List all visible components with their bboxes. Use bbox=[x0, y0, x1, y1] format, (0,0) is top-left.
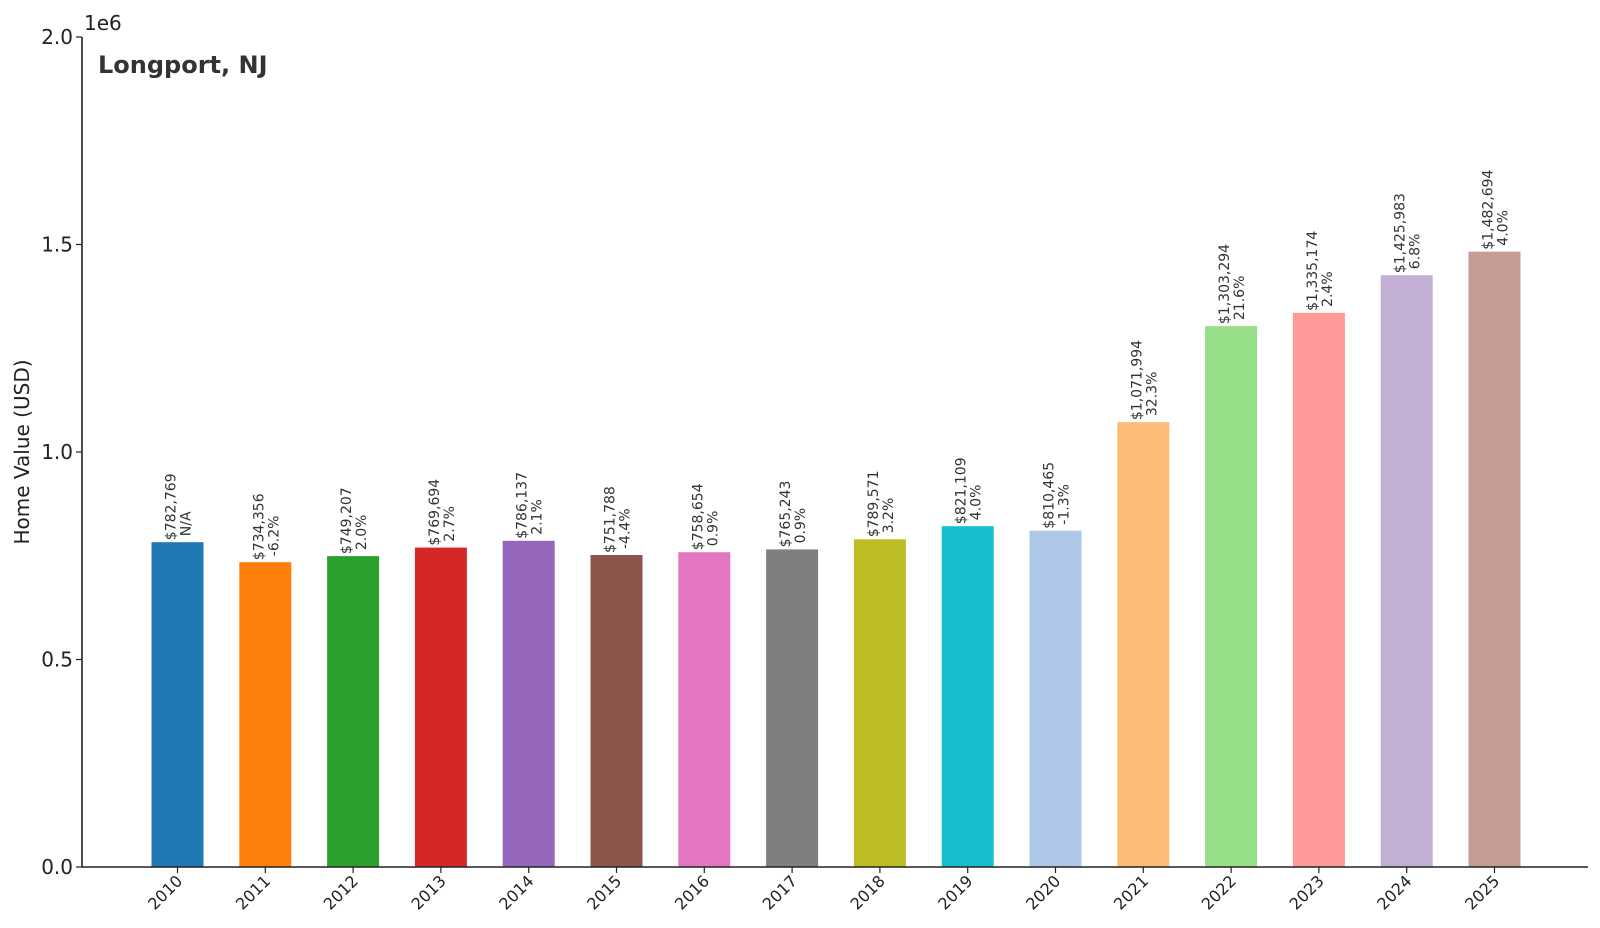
y-tick-label-1.0: 1.0 bbox=[41, 440, 73, 464]
bar-value-label-2013: $769,6942.7% bbox=[427, 479, 458, 546]
x-tick-label-2016: 2016 bbox=[671, 871, 713, 913]
x-tick-label-2025: 2025 bbox=[1461, 871, 1503, 913]
x-tick-label-2014: 2014 bbox=[495, 871, 537, 913]
bar-labels-layer: $782,769N/A $734,356-6.2% $749,2072.0% $769… bbox=[164, 169, 1512, 560]
bar-2019 bbox=[941, 526, 994, 867]
y-tick-label-0.5: 0.5 bbox=[41, 648, 73, 672]
bar-change-text-2010: N/A bbox=[179, 511, 195, 536]
bar-value-text-2024: $1,425,983 bbox=[1393, 193, 1409, 273]
y-tick-label-0.0: 0.0 bbox=[41, 855, 73, 879]
y-axis-offset-label: 1e6 bbox=[84, 11, 122, 35]
bar-2025 bbox=[1468, 251, 1521, 867]
bar-change-text-2018: 3.2% bbox=[881, 498, 897, 534]
x-tick-label-2024: 2024 bbox=[1373, 871, 1415, 913]
bar-change-text-2023: 2.4% bbox=[1320, 271, 1336, 307]
bar-change-text-2019: 4.0% bbox=[969, 485, 985, 521]
bar-value-text-2022: $1,303,294 bbox=[1217, 244, 1233, 324]
y-tick-label-2.0: 2.0 bbox=[41, 25, 73, 49]
x-tick-label-2011: 2011 bbox=[232, 871, 274, 913]
bar-value-label-2024: $1,425,9836.8% bbox=[1393, 193, 1424, 273]
bar-2012 bbox=[327, 556, 380, 867]
bar-value-label-2010: $782,769N/A bbox=[164, 473, 195, 540]
bar-value-label-2018: $789,5713.2% bbox=[866, 470, 897, 537]
bar-value-label-2025: $1,482,6944.0% bbox=[1481, 169, 1512, 249]
bar-value-text-2017: $765,243 bbox=[778, 481, 794, 548]
bar-2016 bbox=[678, 552, 731, 867]
bar-change-text-2024: 6.8% bbox=[1408, 234, 1424, 270]
bar-change-text-2022: 21.6% bbox=[1232, 276, 1248, 320]
x-tick-label-2021: 2021 bbox=[1110, 871, 1152, 913]
bar-value-label-2017: $765,2430.9% bbox=[778, 481, 809, 548]
bar-2020 bbox=[1029, 530, 1082, 867]
bar-2014 bbox=[502, 540, 555, 867]
bar-change-text-2015: -4.4% bbox=[618, 508, 634, 549]
bar-2021 bbox=[1117, 422, 1170, 867]
bar-value-text-2018: $789,571 bbox=[866, 470, 882, 537]
bar-2015 bbox=[590, 555, 643, 867]
bar-value-label-2023: $1,335,1742.4% bbox=[1305, 231, 1336, 311]
y-axis-title: Home Value (USD) bbox=[10, 359, 34, 544]
x-tick-label-2020: 2020 bbox=[1022, 871, 1064, 913]
bar-2022 bbox=[1205, 326, 1258, 868]
bar-value-label-2014: $786,1372.1% bbox=[515, 472, 546, 539]
bar-value-text-2015: $751,788 bbox=[603, 486, 619, 553]
y-tick-label-1.5: 1.5 bbox=[41, 233, 73, 257]
bar-change-text-2025: 4.0% bbox=[1496, 210, 1512, 246]
chart-title: Longport, NJ bbox=[98, 51, 268, 79]
bar-value-label-2011: $734,356-6.2% bbox=[251, 493, 282, 560]
bar-change-text-2017: 0.9% bbox=[793, 508, 809, 544]
bar-change-text-2014: 2.1% bbox=[530, 499, 546, 535]
bar-change-text-2021: 32.3% bbox=[1144, 372, 1160, 416]
bar-value-text-2013: $769,694 bbox=[427, 479, 443, 546]
bar-value-label-2020: $810,465-1.3% bbox=[1042, 462, 1073, 529]
bar-value-text-2011: $734,356 bbox=[251, 493, 267, 560]
x-tick-label-2013: 2013 bbox=[408, 871, 450, 913]
bar-change-text-2020: -1.3% bbox=[1057, 484, 1073, 525]
bar-value-text-2016: $758,654 bbox=[690, 483, 706, 550]
x-tick-label-2022: 2022 bbox=[1198, 871, 1240, 913]
bar-value-text-2010: $782,769 bbox=[164, 473, 180, 540]
bar-2023 bbox=[1292, 312, 1345, 867]
bar-change-text-2011: -6.2% bbox=[266, 516, 282, 557]
bar-value-label-2016: $758,6540.9% bbox=[690, 483, 721, 550]
bar-2010 bbox=[151, 542, 204, 867]
bar-2018 bbox=[853, 539, 906, 867]
bar-value-label-2022: $1,303,29421.6% bbox=[1217, 244, 1248, 324]
bar-value-label-2012: $749,2072.0% bbox=[339, 487, 370, 554]
x-tick-label-2012: 2012 bbox=[320, 871, 362, 913]
bar-value-text-2023: $1,335,174 bbox=[1305, 231, 1321, 311]
x-tick-label-2018: 2018 bbox=[847, 871, 889, 913]
x-ticks-layer: 2010 2011 2012 2013 2014 2015 2016 2017 2018 2019… bbox=[144, 867, 1503, 914]
x-tick-label-2023: 2023 bbox=[1286, 871, 1328, 913]
bar-value-text-2019: $821,109 bbox=[954, 457, 970, 524]
x-tick-label-2019: 2019 bbox=[934, 871, 976, 913]
bar-value-label-2021: $1,071,99432.3% bbox=[1129, 340, 1160, 420]
x-tick-label-2017: 2017 bbox=[759, 871, 801, 913]
bar-value-label-2015: $751,788-4.4% bbox=[603, 486, 634, 553]
x-tick-label-2010: 2010 bbox=[144, 871, 186, 913]
bar-value-text-2021: $1,071,994 bbox=[1129, 340, 1145, 420]
bar-2013 bbox=[414, 547, 467, 867]
bar-value-text-2020: $810,465 bbox=[1042, 462, 1058, 529]
bar-2011 bbox=[239, 562, 292, 867]
bar-change-text-2012: 2.0% bbox=[354, 515, 370, 551]
bar-value-text-2012: $749,207 bbox=[339, 487, 355, 554]
bar-change-text-2016: 0.9% bbox=[705, 511, 721, 547]
x-tick-label-2015: 2015 bbox=[583, 871, 625, 913]
y-ticks-layer: 0.0 0.5 1.0 1.5 2.0 bbox=[41, 25, 82, 879]
bar-change-text-2013: 2.7% bbox=[442, 506, 458, 542]
bar-2024 bbox=[1380, 275, 1433, 867]
bar-value-label-2019: $821,1094.0% bbox=[954, 457, 985, 524]
bar-value-text-2025: $1,482,694 bbox=[1481, 169, 1497, 249]
bar-value-text-2014: $786,137 bbox=[515, 472, 531, 539]
bars-layer bbox=[151, 251, 1521, 868]
bar-2017 bbox=[766, 549, 819, 867]
